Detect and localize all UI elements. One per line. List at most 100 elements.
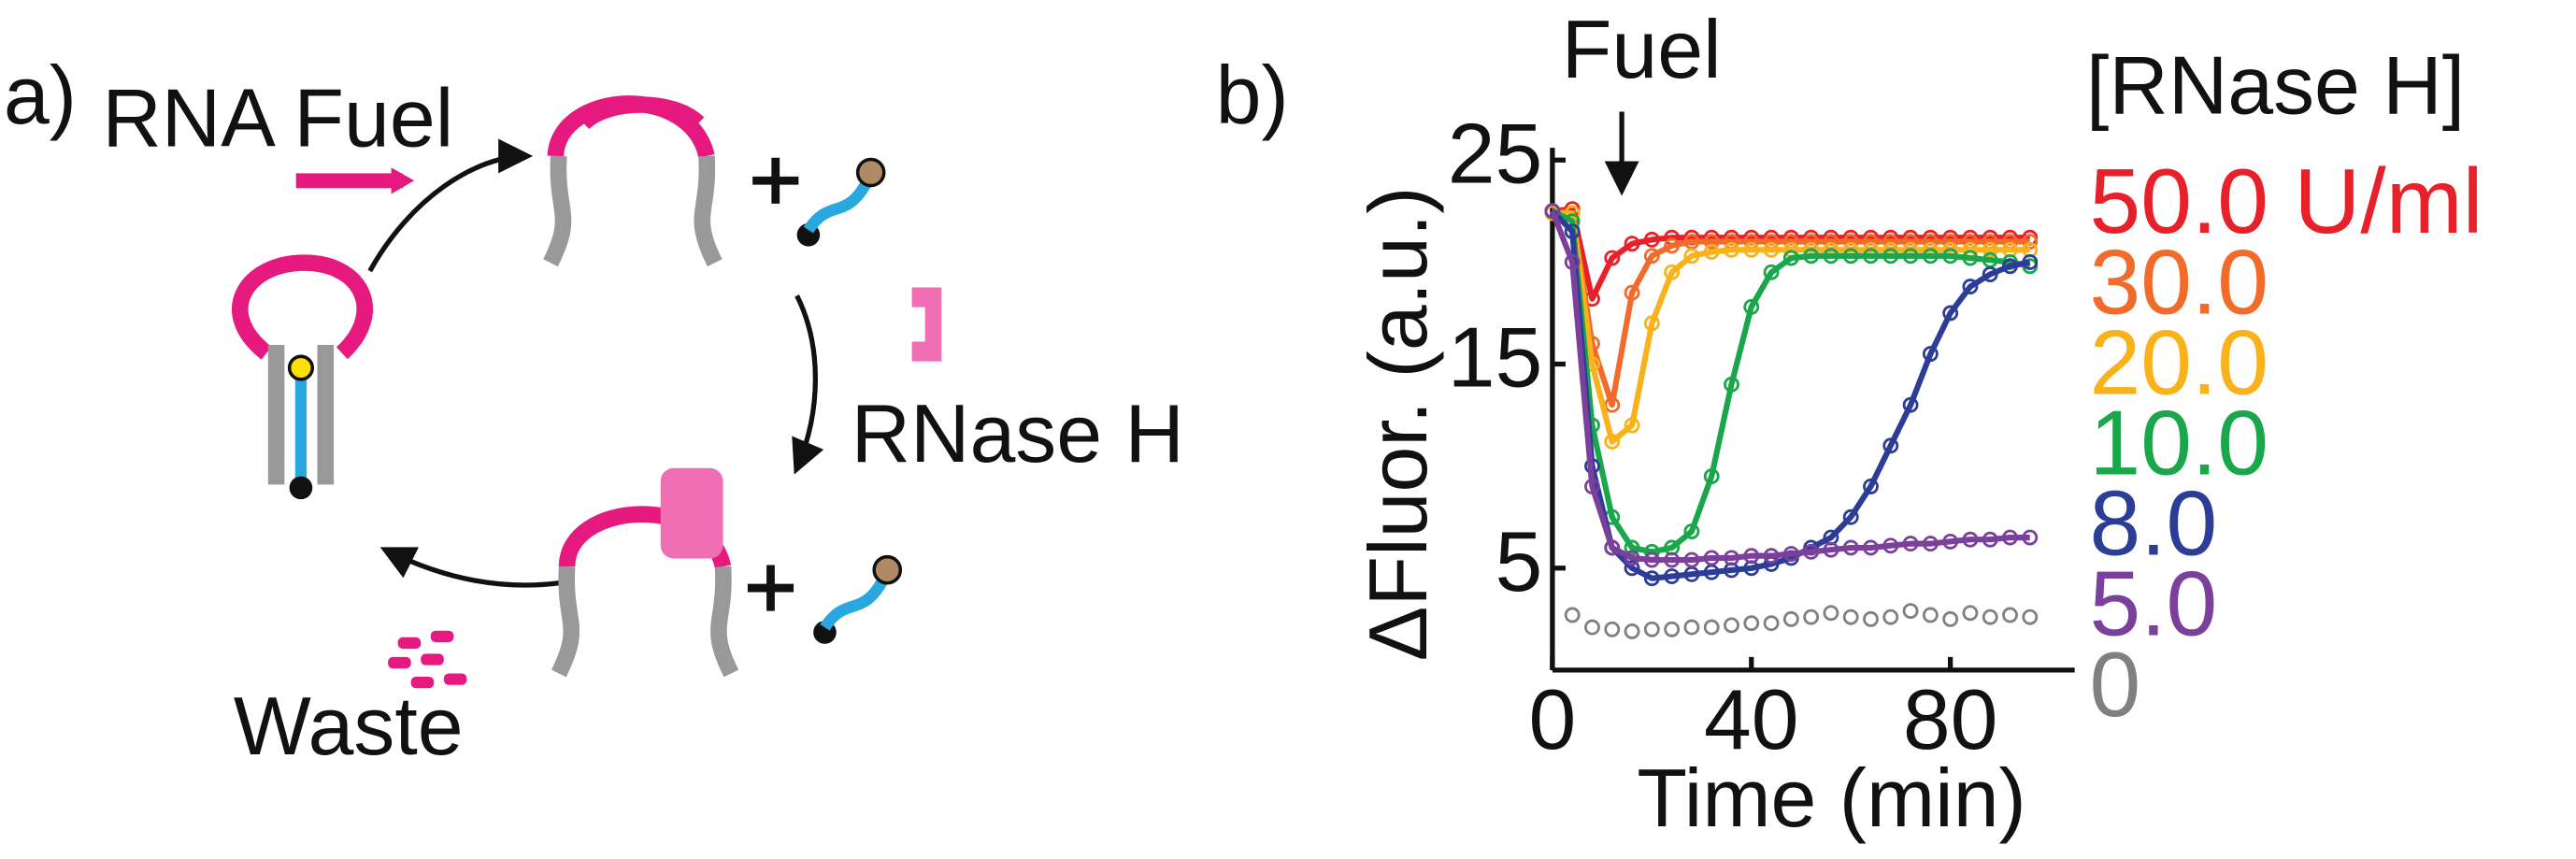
data-point: [1823, 248, 1839, 265]
data-point: [1724, 550, 1739, 566]
data-point: [1902, 248, 1919, 265]
arrow: [379, 547, 560, 588]
panel-label: b): [1216, 49, 1289, 141]
data-point: [1823, 605, 1839, 622]
data-point: [1683, 619, 1700, 636]
data-point: [1863, 539, 1879, 556]
legend-entry: 0: [2089, 633, 2140, 736]
legend-entry: 30.0: [2089, 230, 2268, 333]
data-point: [1604, 250, 1621, 266]
data-point: [1643, 621, 1660, 637]
data-point: [1743, 298, 1760, 315]
data-point: [2022, 529, 2039, 546]
data-point: [1763, 241, 1780, 258]
data-point: [1624, 539, 1640, 556]
data-point: [1724, 376, 1739, 393]
data-point: [1842, 508, 1859, 525]
data-point: [1902, 396, 1919, 413]
data-point: [1902, 536, 1919, 552]
data-point: [1962, 605, 1979, 622]
panel-b: b) [RNase H] Time (min) ΔFluor. (a.u.) 5…: [1216, 3, 2483, 844]
data-point: [1922, 607, 1939, 623]
data-point: [1743, 548, 1760, 565]
rnase-icon: [911, 287, 942, 362]
data-point: [2002, 529, 2018, 546]
waste-label: Waste: [234, 680, 464, 772]
data-point: [1863, 610, 1879, 627]
data-point: [1743, 615, 1760, 632]
data-point: [1782, 250, 1799, 266]
x-axis-label: Time (min): [1637, 752, 2025, 844]
data-point: [1982, 531, 1998, 548]
legend-entry: 10.0: [2089, 391, 2268, 494]
fit-line: [1552, 206, 2030, 302]
data-point: [1942, 248, 1959, 265]
data-point: [2022, 234, 2039, 250]
data-point: [1624, 560, 1640, 577]
data-point: [1564, 253, 1581, 270]
data-point: [1882, 537, 1899, 554]
data-point: [1604, 539, 1621, 556]
data-point: [1584, 619, 1600, 636]
data-point: [1882, 248, 1899, 265]
legend-entry: 20.0: [2089, 310, 2268, 413]
data-point: [1643, 231, 1660, 248]
data-point: [1962, 250, 1979, 266]
data-point: [2022, 608, 2039, 625]
y-tick-label: 5: [1496, 514, 1543, 609]
data-point: [1863, 248, 1879, 265]
data-point: [1743, 241, 1760, 258]
panel-a: a) RNA Fuel RNase H Waste: [4, 49, 1184, 772]
data-point: [1842, 539, 1859, 556]
data-point: [1643, 248, 1660, 265]
data-point: [1823, 541, 1839, 558]
data-point: [1624, 417, 1640, 434]
data-point: [1604, 621, 1621, 637]
data-point: [1724, 241, 1739, 258]
data-point: [1882, 437, 1899, 454]
fit-line: [1551, 208, 2031, 555]
data-point: [1882, 608, 1899, 625]
x-tick-label: 40: [1704, 672, 1799, 767]
enzyme-label: RNase H: [852, 387, 1184, 480]
arrow: [367, 138, 534, 273]
data-point: [1922, 536, 1939, 552]
data-point: [1564, 223, 1581, 240]
data-point: [1922, 346, 1939, 363]
legend-title: [RNase H]: [2086, 39, 2465, 132]
data-point: [1803, 608, 1820, 625]
data-point: [2022, 253, 2039, 270]
data-point: [1842, 248, 1859, 265]
data-point: [1624, 623, 1640, 639]
data-point: [2002, 607, 2018, 623]
fit-line: [1552, 208, 2030, 408]
data-point: [1703, 468, 1720, 485]
annotation: Fuel: [1562, 3, 1722, 95]
waste-icon: [388, 630, 467, 689]
data-point: [1703, 244, 1720, 260]
data-point: [1902, 603, 1919, 620]
x-tick-label: 80: [1903, 672, 1998, 767]
data-point: [1863, 479, 1879, 494]
data-point: [1982, 608, 1998, 625]
data-point: [1624, 284, 1640, 301]
data-point: [1982, 241, 1998, 258]
data-point: [1683, 248, 1700, 265]
data-point: [2002, 258, 2018, 275]
data-point: [1544, 203, 1561, 220]
legend-entry: 8.0: [2089, 472, 2217, 575]
data-point: [1664, 264, 1681, 280]
duplex-bound: [551, 467, 903, 678]
arrow: [792, 294, 824, 475]
data-point: [1763, 615, 1780, 632]
fuel-label: RNA Fuel: [102, 72, 453, 165]
data-point: [1962, 279, 1979, 295]
y-axis-label: ΔFluor. (a.u.): [1352, 186, 1444, 661]
data-point: [1763, 264, 1780, 280]
x-tick-label: 0: [1528, 672, 1576, 767]
data-point: [1942, 610, 1959, 627]
data-point: [1664, 551, 1681, 568]
fit-line: [1550, 209, 2030, 564]
data-point: [1782, 546, 1799, 562]
